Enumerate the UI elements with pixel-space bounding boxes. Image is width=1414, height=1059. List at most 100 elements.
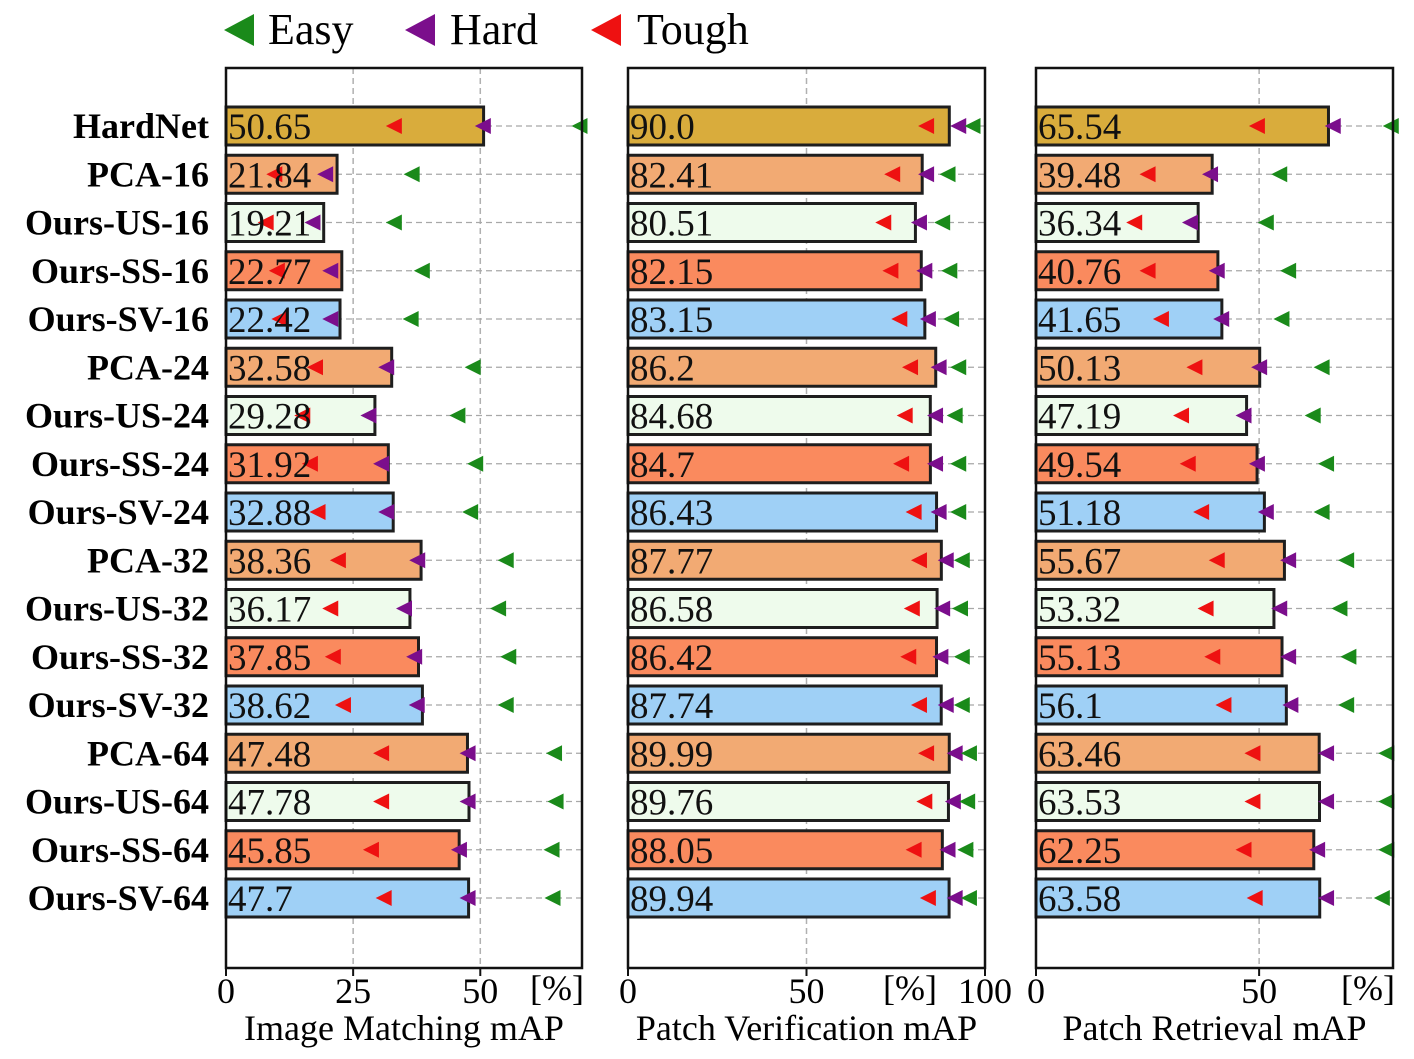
marker-easy-ours-ss-32 bbox=[1340, 648, 1357, 665]
marker-hard-ours-us-24 bbox=[360, 407, 377, 424]
value-label-ours-us-16: 80.51 bbox=[630, 204, 713, 245]
value-label-ours-us-16: 19.21 bbox=[228, 204, 311, 245]
marker-tough-ours-ss-16 bbox=[268, 262, 285, 279]
category-label-ours-ss-16: Ours-SS-16 bbox=[31, 251, 209, 291]
marker-hard-ours-us-64 bbox=[1318, 793, 1335, 810]
marker-easy-ours-us-24 bbox=[1304, 407, 1321, 424]
marker-tough-ours-sv-64 bbox=[919, 890, 936, 906]
marker-easy-ours-sv-16 bbox=[1273, 311, 1290, 327]
tick-label-50: 50 bbox=[462, 971, 498, 1011]
marker-hard-ours-ss-16 bbox=[322, 262, 339, 279]
marker-hard-ours-ss-64 bbox=[450, 841, 467, 858]
marker-hard-ours-sv-32 bbox=[1282, 697, 1299, 713]
marker-tough-ours-sv-24 bbox=[309, 504, 326, 520]
marker-tough-ours-sv-64 bbox=[1246, 890, 1263, 906]
marker-hard-ours-us-64 bbox=[944, 793, 961, 810]
marker-tough-ours-us-32 bbox=[322, 600, 339, 617]
marker-easy-ours-us-32 bbox=[1331, 600, 1348, 617]
value-label-ours-sv-32: 87.74 bbox=[630, 686, 713, 727]
marker-easy-pca-16 bbox=[1271, 166, 1288, 183]
value-label-ours-us-32: 36.17 bbox=[228, 590, 311, 631]
value-label-ours-sv-16: 41.65 bbox=[1038, 300, 1121, 341]
marker-tough-hardnet bbox=[385, 118, 402, 134]
value-label-ours-ss-16: 22.77 bbox=[228, 252, 311, 293]
tick-label-50: 50 bbox=[1241, 971, 1277, 1011]
marker-tough-ours-sv-16 bbox=[891, 311, 908, 327]
marker-hard-ours-ss-32 bbox=[932, 648, 949, 665]
value-label-ours-us-24: 29.28 bbox=[228, 397, 311, 438]
value-label-pca-64: 89.99 bbox=[630, 734, 713, 775]
marker-hard-pca-24 bbox=[378, 359, 395, 376]
value-label-ours-ss-64: 45.85 bbox=[228, 831, 311, 872]
marker-easy-ours-ss-16 bbox=[1280, 262, 1297, 279]
marker-easy-pca-64 bbox=[546, 745, 563, 762]
marker-tough-ours-us-32 bbox=[903, 600, 920, 617]
marker-hard-ours-ss-16 bbox=[1208, 262, 1225, 279]
bar-ours-us-64 bbox=[1034, 781, 1322, 822]
category-label-pca-24: PCA-24 bbox=[87, 347, 209, 387]
marker-tough-ours-sv-64 bbox=[375, 890, 392, 906]
marker-easy-ours-ss-32 bbox=[953, 648, 970, 665]
value-label-pca-32: 38.36 bbox=[228, 541, 311, 582]
value-label-ours-sv-32: 38.62 bbox=[228, 686, 311, 727]
value-label-ours-us-16: 36.34 bbox=[1038, 204, 1121, 245]
marker-hard-ours-sv-24 bbox=[378, 504, 395, 520]
marker-hard-pca-16 bbox=[317, 166, 334, 183]
marker-easy-ours-us-64 bbox=[959, 793, 976, 810]
value-label-ours-us-24: 47.19 bbox=[1038, 397, 1121, 438]
marker-hard-ours-us-32 bbox=[934, 600, 951, 617]
marker-hard-ours-sv-16 bbox=[322, 311, 339, 327]
value-label-ours-sv-64: 89.94 bbox=[630, 879, 713, 920]
tick-label-50: 50 bbox=[789, 971, 825, 1011]
marker-tough-pca-32 bbox=[1208, 552, 1225, 569]
marker-hard-ours-ss-24 bbox=[373, 455, 390, 472]
value-label-pca-24: 86.2 bbox=[630, 348, 695, 389]
marker-easy-pca-32 bbox=[497, 552, 514, 569]
marker-hard-ours-sv-64 bbox=[946, 890, 963, 906]
tick-label-0: 0 bbox=[217, 971, 235, 1011]
marker-easy-hardnet bbox=[571, 118, 588, 134]
tick-label-0: 0 bbox=[619, 971, 637, 1011]
marker-tough-ours-sv-24 bbox=[905, 504, 922, 520]
marker-hard-hardnet bbox=[950, 118, 967, 134]
value-label-pca-32: 87.77 bbox=[630, 541, 713, 582]
marker-hard-ours-ss-24 bbox=[927, 455, 944, 472]
category-label-ours-ss-24: Ours-SS-24 bbox=[31, 444, 209, 484]
marker-hard-pca-24 bbox=[930, 359, 947, 376]
marker-tough-ours-us-24 bbox=[1173, 407, 1190, 424]
category-label-pca-64: PCA-64 bbox=[87, 733, 209, 773]
category-label-ours-ss-64: Ours-SS-64 bbox=[31, 830, 209, 870]
value-label-ours-us-64: 89.76 bbox=[630, 783, 713, 824]
unit-label: [%] bbox=[530, 968, 584, 1008]
marker-hard-ours-ss-32 bbox=[1280, 648, 1297, 665]
marker-hard-ours-ss-32 bbox=[406, 648, 423, 665]
value-label-pca-64: 47.48 bbox=[228, 734, 311, 775]
panel-patch-verification: 90.0 82.41 80.51 82.15 83.15 86.2 84.68 84.7 86.… bbox=[619, 66, 1012, 1048]
bar-ours-ss-32 bbox=[224, 636, 420, 678]
value-label-pca-16: 82.41 bbox=[630, 155, 713, 196]
category-label-ours-sv-64: Ours-SV-64 bbox=[28, 878, 209, 918]
marker-easy-pca-32 bbox=[953, 552, 970, 569]
marker-hard-pca-32 bbox=[409, 552, 426, 569]
unit-label: [%] bbox=[1341, 968, 1395, 1008]
marker-hard-ours-ss-16 bbox=[916, 262, 933, 279]
value-label-hardnet: 65.54 bbox=[1038, 107, 1121, 148]
marker-easy-ours-sv-64 bbox=[544, 890, 561, 906]
marker-tough-pca-16 bbox=[884, 166, 901, 183]
marker-easy-ours-ss-24 bbox=[467, 455, 484, 472]
marker-tough-ours-ss-24 bbox=[301, 455, 318, 472]
marker-tough-ours-ss-64 bbox=[362, 841, 379, 858]
marker-easy-ours-ss-64 bbox=[1378, 841, 1395, 858]
marker-tough-ours-ss-32 bbox=[1204, 648, 1221, 665]
marker-hard-pca-64 bbox=[459, 745, 476, 762]
marker-easy-pca-64 bbox=[1378, 745, 1395, 762]
category-label-ours-ss-32: Ours-SS-32 bbox=[31, 637, 209, 677]
marker-easy-ours-us-64 bbox=[547, 793, 564, 810]
marker-easy-ours-us-32 bbox=[490, 600, 507, 617]
tick-label-25: 25 bbox=[335, 971, 371, 1011]
marker-easy-ours-sv-24 bbox=[1313, 504, 1330, 520]
marker-tough-ours-sv-16 bbox=[1152, 311, 1169, 327]
marker-easy-pca-24 bbox=[464, 359, 481, 376]
value-label-ours-sv-24: 51.18 bbox=[1038, 493, 1121, 534]
marker-tough-ours-sv-32 bbox=[334, 697, 351, 713]
